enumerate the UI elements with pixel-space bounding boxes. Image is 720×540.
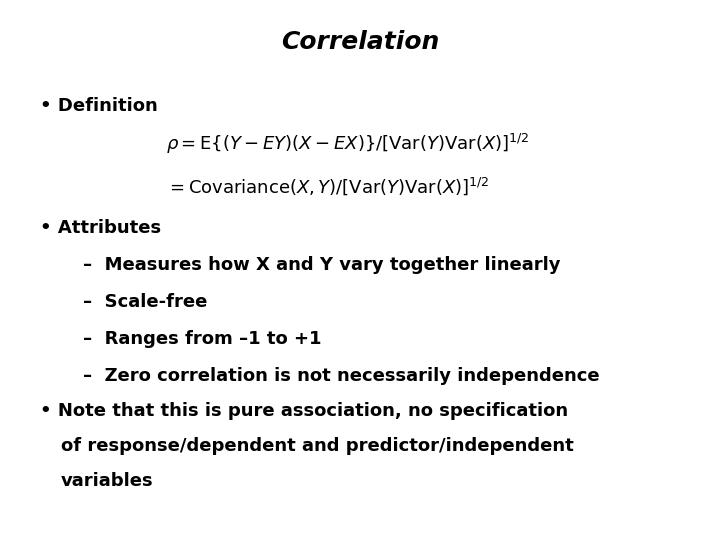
Text: of response/dependent and predictor/independent: of response/dependent and predictor/inde… [61, 437, 574, 455]
Text: variables: variables [61, 472, 154, 490]
Text: $= \mathrm{Covariance}(X, Y)/[\mathrm{Var}(Y)\mathrm{Var}(X)]^{1/2}$: $= \mathrm{Covariance}(X, Y)/[\mathrm{Va… [166, 176, 489, 197]
Text: • Attributes: • Attributes [40, 219, 161, 237]
Text: $\rho = \mathrm{E}\{(Y - EY)(X - EX)\}/[\mathrm{Var}(Y)\mathrm{Var}(X)]^{1/2}$: $\rho = \mathrm{E}\{(Y - EY)(X - EX)\}/[… [166, 132, 529, 157]
Text: –  Ranges from –1 to +1: – Ranges from –1 to +1 [83, 330, 321, 348]
Text: –  Measures how X and Y vary together linearly: – Measures how X and Y vary together lin… [83, 256, 560, 274]
Text: • Definition: • Definition [40, 97, 158, 115]
Text: • Note that this is pure association, no specification: • Note that this is pure association, no… [40, 402, 568, 420]
Text: –  Zero correlation is not necessarily independence: – Zero correlation is not necessarily in… [83, 367, 600, 384]
Text: Correlation: Correlation [281, 30, 439, 53]
Text: –  Scale-free: – Scale-free [83, 293, 207, 311]
